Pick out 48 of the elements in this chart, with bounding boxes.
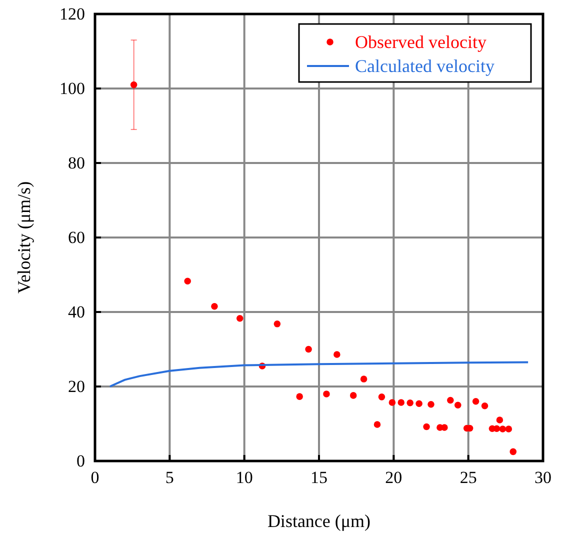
point [472,398,480,405]
legend-label: Calculated velocity [355,56,494,76]
point [305,346,312,353]
y-tick-label: 60 [68,228,85,247]
point [236,314,244,322]
point [374,421,381,428]
point [334,351,340,358]
point [360,376,368,382]
point [388,399,396,406]
point [493,425,500,432]
point [274,320,281,328]
point [296,393,303,400]
point [447,396,454,404]
line-series [108,361,530,388]
point [505,426,512,432]
y-tick-label: 40 [68,302,85,322]
x-tick-label: 25 [460,468,477,488]
point [423,423,430,430]
x-tick-label: 5 [165,468,174,488]
y-tick-label: 20 [68,376,85,396]
x-tick-label: 20 [385,468,402,488]
x-tick-label: 15 [310,468,328,488]
point [499,426,506,432]
point [211,303,218,310]
point [350,392,357,399]
y-tick-label: 100 [60,78,85,98]
point [406,400,414,406]
y-tick-label: 80 [68,153,85,172]
point [184,278,191,284]
point [510,448,517,456]
x-tick-label: 0 [90,468,100,488]
point [398,399,405,406]
point [496,416,504,424]
point [428,401,434,408]
point [323,390,330,398]
x-tick-label: 10 [236,468,253,488]
y-tick-label: 120 [60,4,85,24]
point [416,400,422,408]
y-tick-label: 0 [76,451,85,470]
y-axis-title: Velocity (μm/s) [14,181,34,294]
legend-label: Observed velocity [355,32,486,52]
x-axis-title: Distance (μm) [267,511,371,531]
point [130,81,138,88]
point [454,402,462,409]
point [441,424,448,431]
x-tick-label: 30 [534,468,552,488]
point [378,394,386,400]
point [481,402,488,410]
